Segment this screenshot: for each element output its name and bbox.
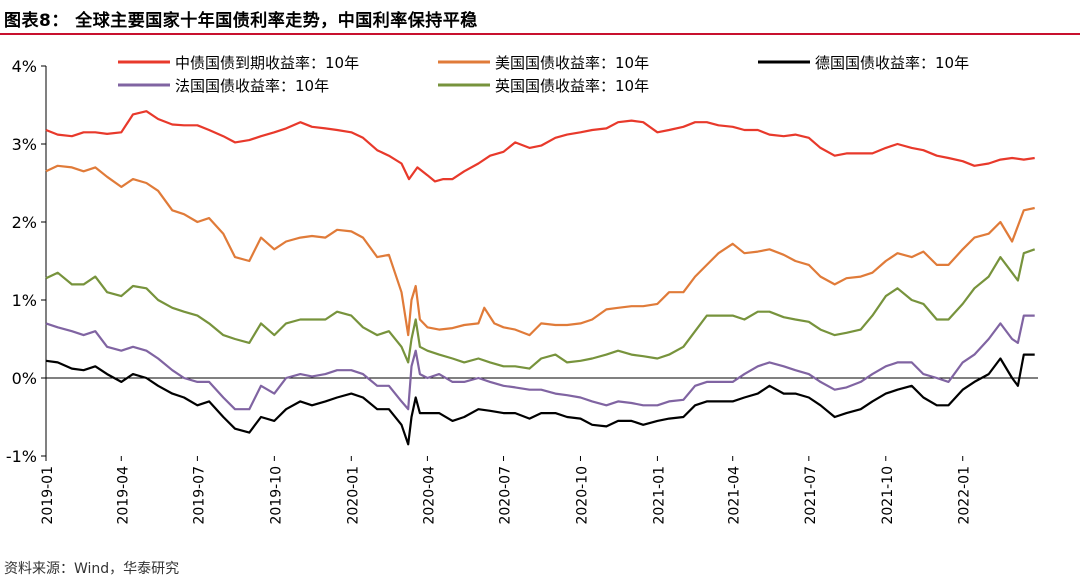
y-tick-label: 3% [12,135,37,154]
legend-label-1: 中债国债到期收益率：10年 [175,54,359,72]
series-line-3 [45,353,1035,446]
figure-title: 图表8： 全球主要国家十年国债利率走势，中国利率保持平稳 [4,11,478,31]
x-tick-label: 2021-04 [727,466,743,525]
x-tick-label: 2020-01 [345,466,361,525]
x-tick-label: 2020-10 [574,466,590,525]
series-line-5 [45,248,1036,370]
yield-chart: -1% 0% 1% 2% 3% 4% 2019-01 2019-04 2019-07 2019-1… [0,38,1080,546]
series-line-4 [45,314,1035,411]
legend-label-4: 法国国债收益率：10年 [175,77,329,95]
x-tick-label: 2019-07 [191,466,207,525]
source-note: 资料来源：Wind，华泰研究 [4,561,180,577]
x-tick-label: 2019-01 [40,466,56,525]
x-tick-label: 2021-01 [651,466,667,525]
legend-label-5: 英国国债收益率：10年 [495,77,649,95]
series-line-1 [45,110,1035,183]
legend-label-3: 德国国债收益率：10年 [815,54,969,72]
x-tick-label: 2019-04 [115,466,131,525]
y-tick-label: 4% [12,57,37,76]
series-line-2 [45,164,1035,337]
x-tick-label: 2021-07 [803,466,819,525]
y-tick-label: -1% [6,447,37,466]
x-tick-label: 2020-04 [421,466,437,525]
chart-svg: -1% 0% 1% 2% 3% 4% 2019-01 2019-04 2019-07 2019-1… [6,54,1038,525]
x-tick-label: 2019-10 [268,466,284,525]
x-tick-label: 2022-01 [957,466,973,525]
y-tick-label: 0% [12,369,37,388]
x-tick-label: 2020-07 [498,466,514,525]
legend-label-2: 美国国债收益率：10年 [495,54,649,72]
x-tick-label: 2021-10 [880,466,896,525]
title-divider [0,33,1080,35]
y-tick-label: 1% [12,291,37,310]
y-tick-label: 2% [12,213,37,232]
